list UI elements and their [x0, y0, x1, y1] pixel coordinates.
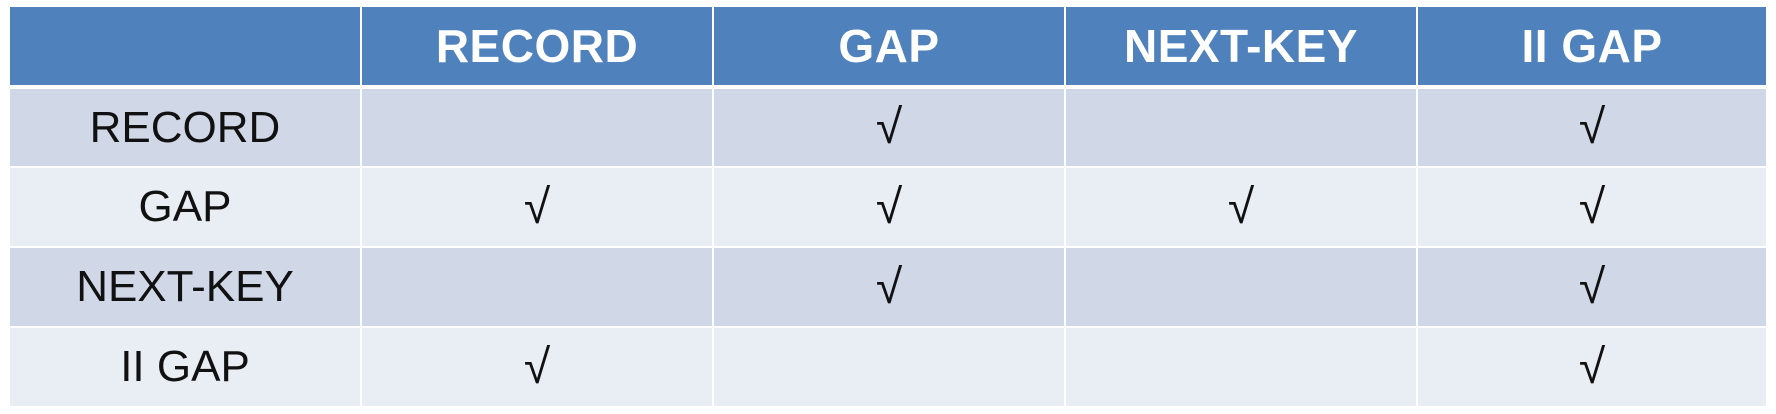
column-header-gap: GAP: [712, 7, 1066, 89]
table-row: GAP √ √ √ √: [8, 167, 1768, 248]
table-cell: [360, 87, 714, 168]
table-cell: √: [1416, 327, 1768, 408]
table-cell: √: [712, 247, 1066, 328]
header-row: RECORD GAP NEXT-KEY II GAP: [8, 7, 1768, 89]
table-cell: √: [712, 167, 1066, 248]
table-cell: √: [360, 167, 714, 248]
table-cell: [712, 327, 1066, 408]
table-cell: √: [1416, 87, 1768, 168]
table-cell: √: [712, 87, 1066, 168]
table-cell: √: [1416, 247, 1768, 328]
table-cell: √: [1064, 167, 1418, 248]
corner-cell: [8, 7, 362, 89]
column-header-record: RECORD: [360, 7, 714, 89]
compatibility-table: RECORD GAP NEXT-KEY II GAP RECORD √ √ GA…: [8, 7, 1768, 408]
table-row: RECORD √ √: [8, 87, 1768, 168]
column-header-next-key: NEXT-KEY: [1064, 7, 1418, 89]
row-header: RECORD: [8, 87, 362, 168]
table-cell: √: [360, 327, 714, 408]
compatibility-matrix: RECORD GAP NEXT-KEY II GAP RECORD √ √ GA…: [8, 7, 1768, 408]
row-header: II GAP: [8, 327, 362, 408]
table-cell: [1064, 247, 1418, 328]
row-header: GAP: [8, 167, 362, 248]
table-cell: [360, 247, 714, 328]
table-row: II GAP √ √: [8, 327, 1768, 408]
table-cell: [1064, 327, 1418, 408]
table-cell: [1064, 87, 1418, 168]
column-header-ii-gap: II GAP: [1416, 7, 1768, 89]
table-row: NEXT-KEY √ √: [8, 247, 1768, 328]
row-header: NEXT-KEY: [8, 247, 362, 328]
table-cell: √: [1416, 167, 1768, 248]
